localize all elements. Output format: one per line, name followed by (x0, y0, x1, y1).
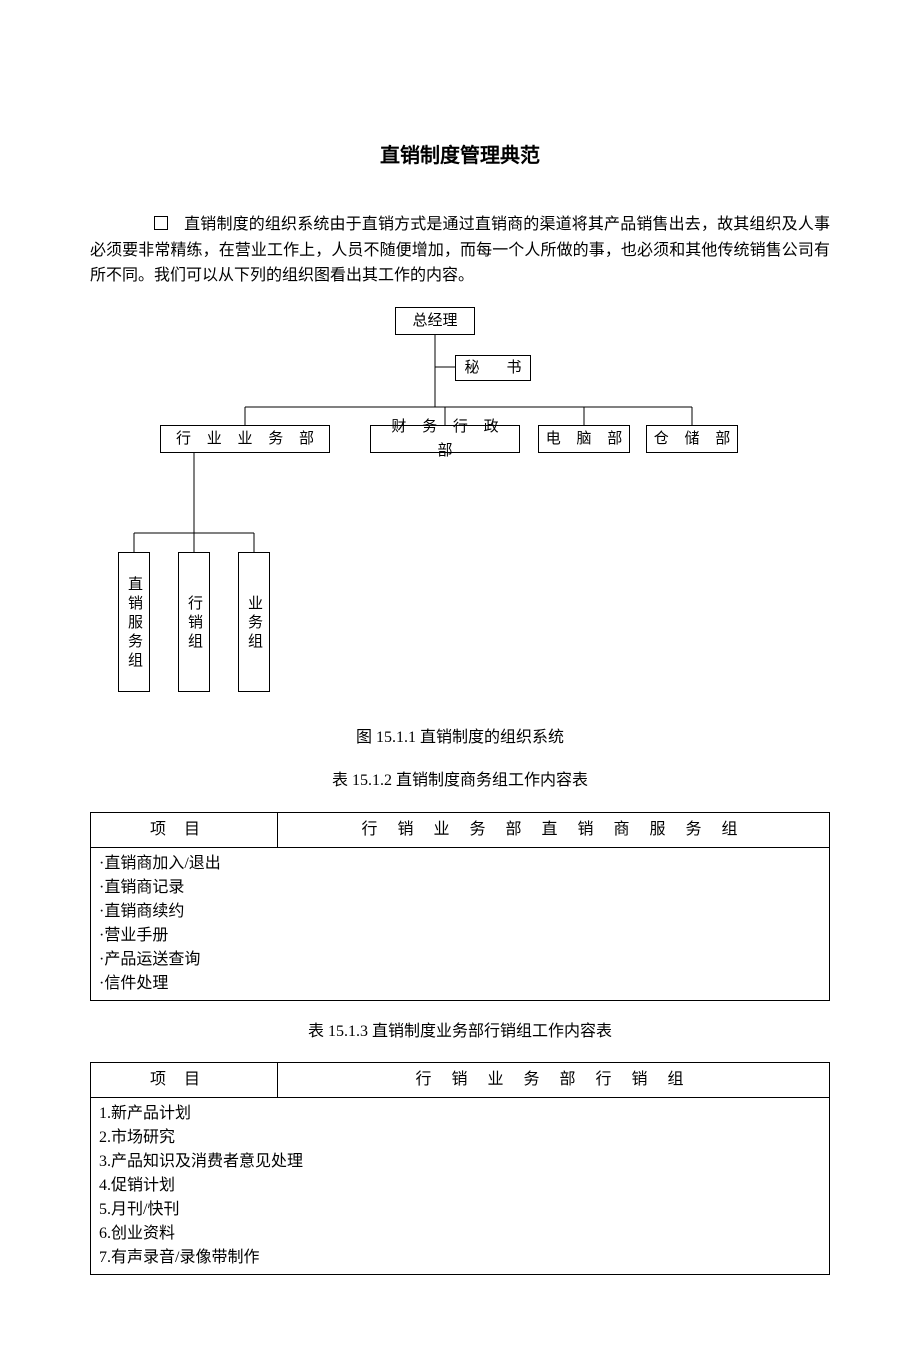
table2-body-row: 1.新产品计划2.市场研究3.产品知识及消费者意见处理4.促销计划5.月刊/快刊… (91, 1097, 830, 1274)
table2: 项目 行 销 业 务 部 行 销 组 1.新产品计划2.市场研究3.产品知识及消… (90, 1062, 830, 1275)
page: 直销制度管理典范 直销制度的组织系统由于直销方式是通过直销商的渠道将其产品销售出… (0, 0, 920, 1345)
org-node-it: 电 脑 部 (538, 425, 630, 453)
org-node-label: 电 脑 部 (540, 427, 629, 451)
table1-items-cell: ·直销商加入/退出·直销商记录·直销商续约·营业手册·产品运送查询·信件处理 (91, 847, 830, 1000)
figure-caption: 图 15.1.1 直销制度的组织系统 (90, 725, 830, 751)
list-item: 6.创业资料 (99, 1222, 821, 1246)
list-item: 2.市场研究 (99, 1126, 821, 1150)
table2-caption: 表 15.1.3 直销制度业务部行销组工作内容表 (90, 1019, 830, 1045)
org-node-biz: 行 业 业 务 部 (160, 425, 330, 453)
list-item: 3.产品知识及消费者意见处理 (99, 1150, 821, 1174)
org-node-label: 秘 书 (458, 356, 527, 380)
org-node-label: 总经理 (412, 309, 457, 333)
list-item: ·直销商记录 (99, 876, 821, 900)
page-title: 直销制度管理典范 (90, 140, 830, 172)
list-item: ·营业手册 (99, 924, 821, 948)
bullet-box-icon (154, 216, 168, 230)
org-node-label: 行 业 业 务 部 (170, 427, 320, 451)
list-item: ·信件处理 (99, 972, 821, 996)
table1-body-row: ·直销商加入/退出·直销商记录·直销商续约·营业手册·产品运送查询·信件处理 (91, 847, 830, 1000)
table2-items-cell: 1.新产品计划2.市场研究3.产品知识及消费者意见处理4.促销计划5.月刊/快刊… (91, 1097, 830, 1274)
org-chart: 总经理秘 书行 业 业 务 部 财 务 行 政 部电 脑 部仓 储 部直销服务组 行… (90, 307, 830, 707)
list-item: ·产品运送查询 (99, 948, 821, 972)
org-node-svc: 直销服务组 (118, 552, 150, 692)
org-node-fin: 财 务 行 政 部 (370, 425, 520, 453)
table1-caption: 表 15.1.2 直销制度商务组工作内容表 (90, 768, 830, 794)
list-item: ·直销商加入/退出 (99, 852, 821, 876)
org-node-gm: 总经理 (395, 307, 475, 335)
org-node-mkt: 行销组 (178, 552, 210, 692)
table2-header-row: 项目 行 销 业 务 部 行 销 组 (91, 1063, 830, 1098)
org-node-ops: 业务组 (238, 552, 270, 692)
org-node-label: 直销服务组 (122, 572, 146, 671)
table2-header-right: 行 销 业 务 部 行 销 组 (278, 1063, 830, 1098)
table1-header-left: 项目 (91, 812, 278, 847)
table2-header-left: 项目 (91, 1063, 278, 1098)
org-node-label: 业务组 (242, 591, 266, 652)
list-item: 7.有声录音/录像带制作 (99, 1246, 821, 1270)
org-node-label: 财 务 行 政 部 (371, 415, 519, 463)
table1-header-right: 行 销 业 务 部 直 销 商 服 务 组 (278, 812, 830, 847)
intro-text: 直销制度的组织系统由于直销方式是通过直销商的渠道将其产品销售出去，故其组织及人事… (90, 216, 830, 284)
list-item: 1.新产品计划 (99, 1102, 821, 1126)
org-node-label: 行销组 (182, 591, 206, 652)
table1-header-row: 项目 行 销 业 务 部 直 销 商 服 务 组 (91, 812, 830, 847)
intro-paragraph: 直销制度的组织系统由于直销方式是通过直销商的渠道将其产品销售出去，故其组织及人事… (90, 212, 830, 289)
list-item: 4.促销计划 (99, 1174, 821, 1198)
org-node-sec: 秘 书 (455, 355, 531, 381)
org-node-wh: 仓 储 部 (646, 425, 738, 453)
table1: 项目 行 销 业 务 部 直 销 商 服 务 组 ·直销商加入/退出·直销商记录… (90, 812, 830, 1001)
list-item: ·直销商续约 (99, 900, 821, 924)
org-node-label: 仓 储 部 (648, 427, 737, 451)
list-item: 5.月刊/快刊 (99, 1198, 821, 1222)
